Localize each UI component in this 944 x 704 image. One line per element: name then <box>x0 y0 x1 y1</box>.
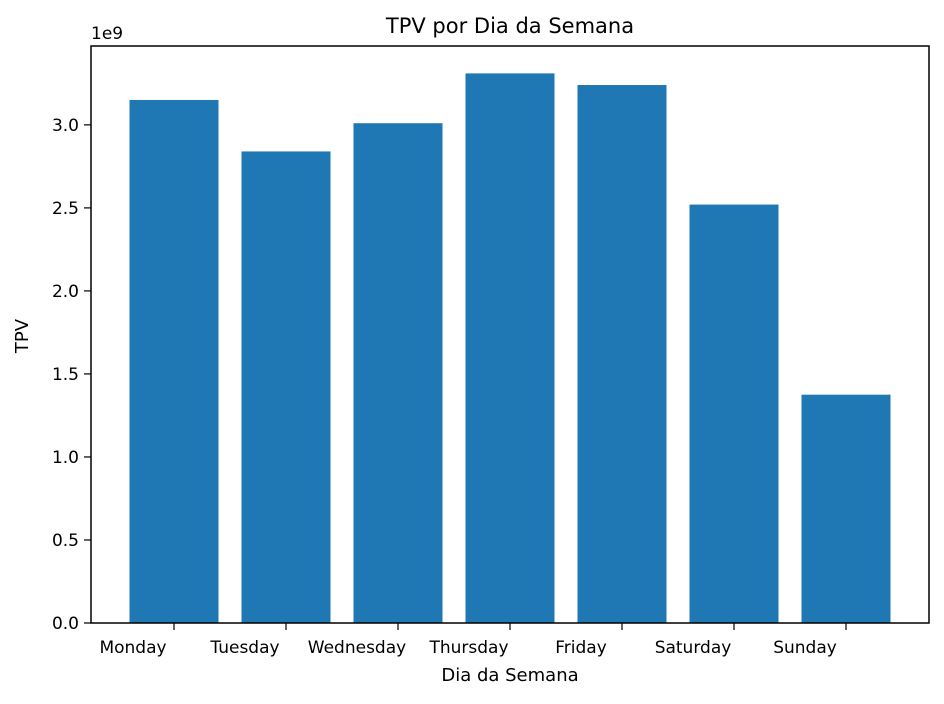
bars-layer <box>129 73 891 624</box>
chart-title: TPV por Dia da Semana <box>385 14 634 38</box>
x-tick-label-monday: Monday <box>99 638 166 658</box>
bar-thursday <box>465 73 555 624</box>
x-tick-label-saturday: Saturday <box>655 638 732 658</box>
y-tick-label: 0.5 <box>52 531 79 551</box>
x-tick-label-friday: Friday <box>555 638 607 658</box>
y-tick-label: 1.0 <box>52 448 79 468</box>
y-tick-label: 0.0 <box>52 614 79 634</box>
y-tick-label: 1.5 <box>52 365 79 385</box>
y-tick-label: 3.0 <box>52 116 79 136</box>
y-axis-offset-label: 1e9 <box>91 24 123 44</box>
x-tick-label-sunday: Sunday <box>773 638 837 658</box>
bar-saturday <box>689 204 779 623</box>
y-axis-label: TPV <box>12 318 33 354</box>
y-tick-label: 2.0 <box>52 282 79 302</box>
bar-sunday <box>801 394 891 623</box>
bar-friday <box>577 85 667 623</box>
plot-frame <box>90 45 930 624</box>
bar-monday <box>129 99 219 623</box>
y-axis-ticks: 0.0 0.5 1.0 1.5 2.0 2.5 3.0 <box>52 116 91 634</box>
x-axis-label: Dia da Semana <box>441 665 578 686</box>
bar-wednesday <box>353 123 443 623</box>
x-tick-label-wednesday: Wednesday <box>308 638 406 658</box>
x-tick-label-thursday: Thursday <box>428 638 508 658</box>
bar-tuesday <box>241 151 331 623</box>
x-axis-ticks: Monday Tuesday Wednesday Thursday Friday Satu… <box>99 623 847 658</box>
x-tick-label-tuesday: Tuesday <box>209 638 279 658</box>
y-tick-label: 2.5 <box>52 199 79 219</box>
